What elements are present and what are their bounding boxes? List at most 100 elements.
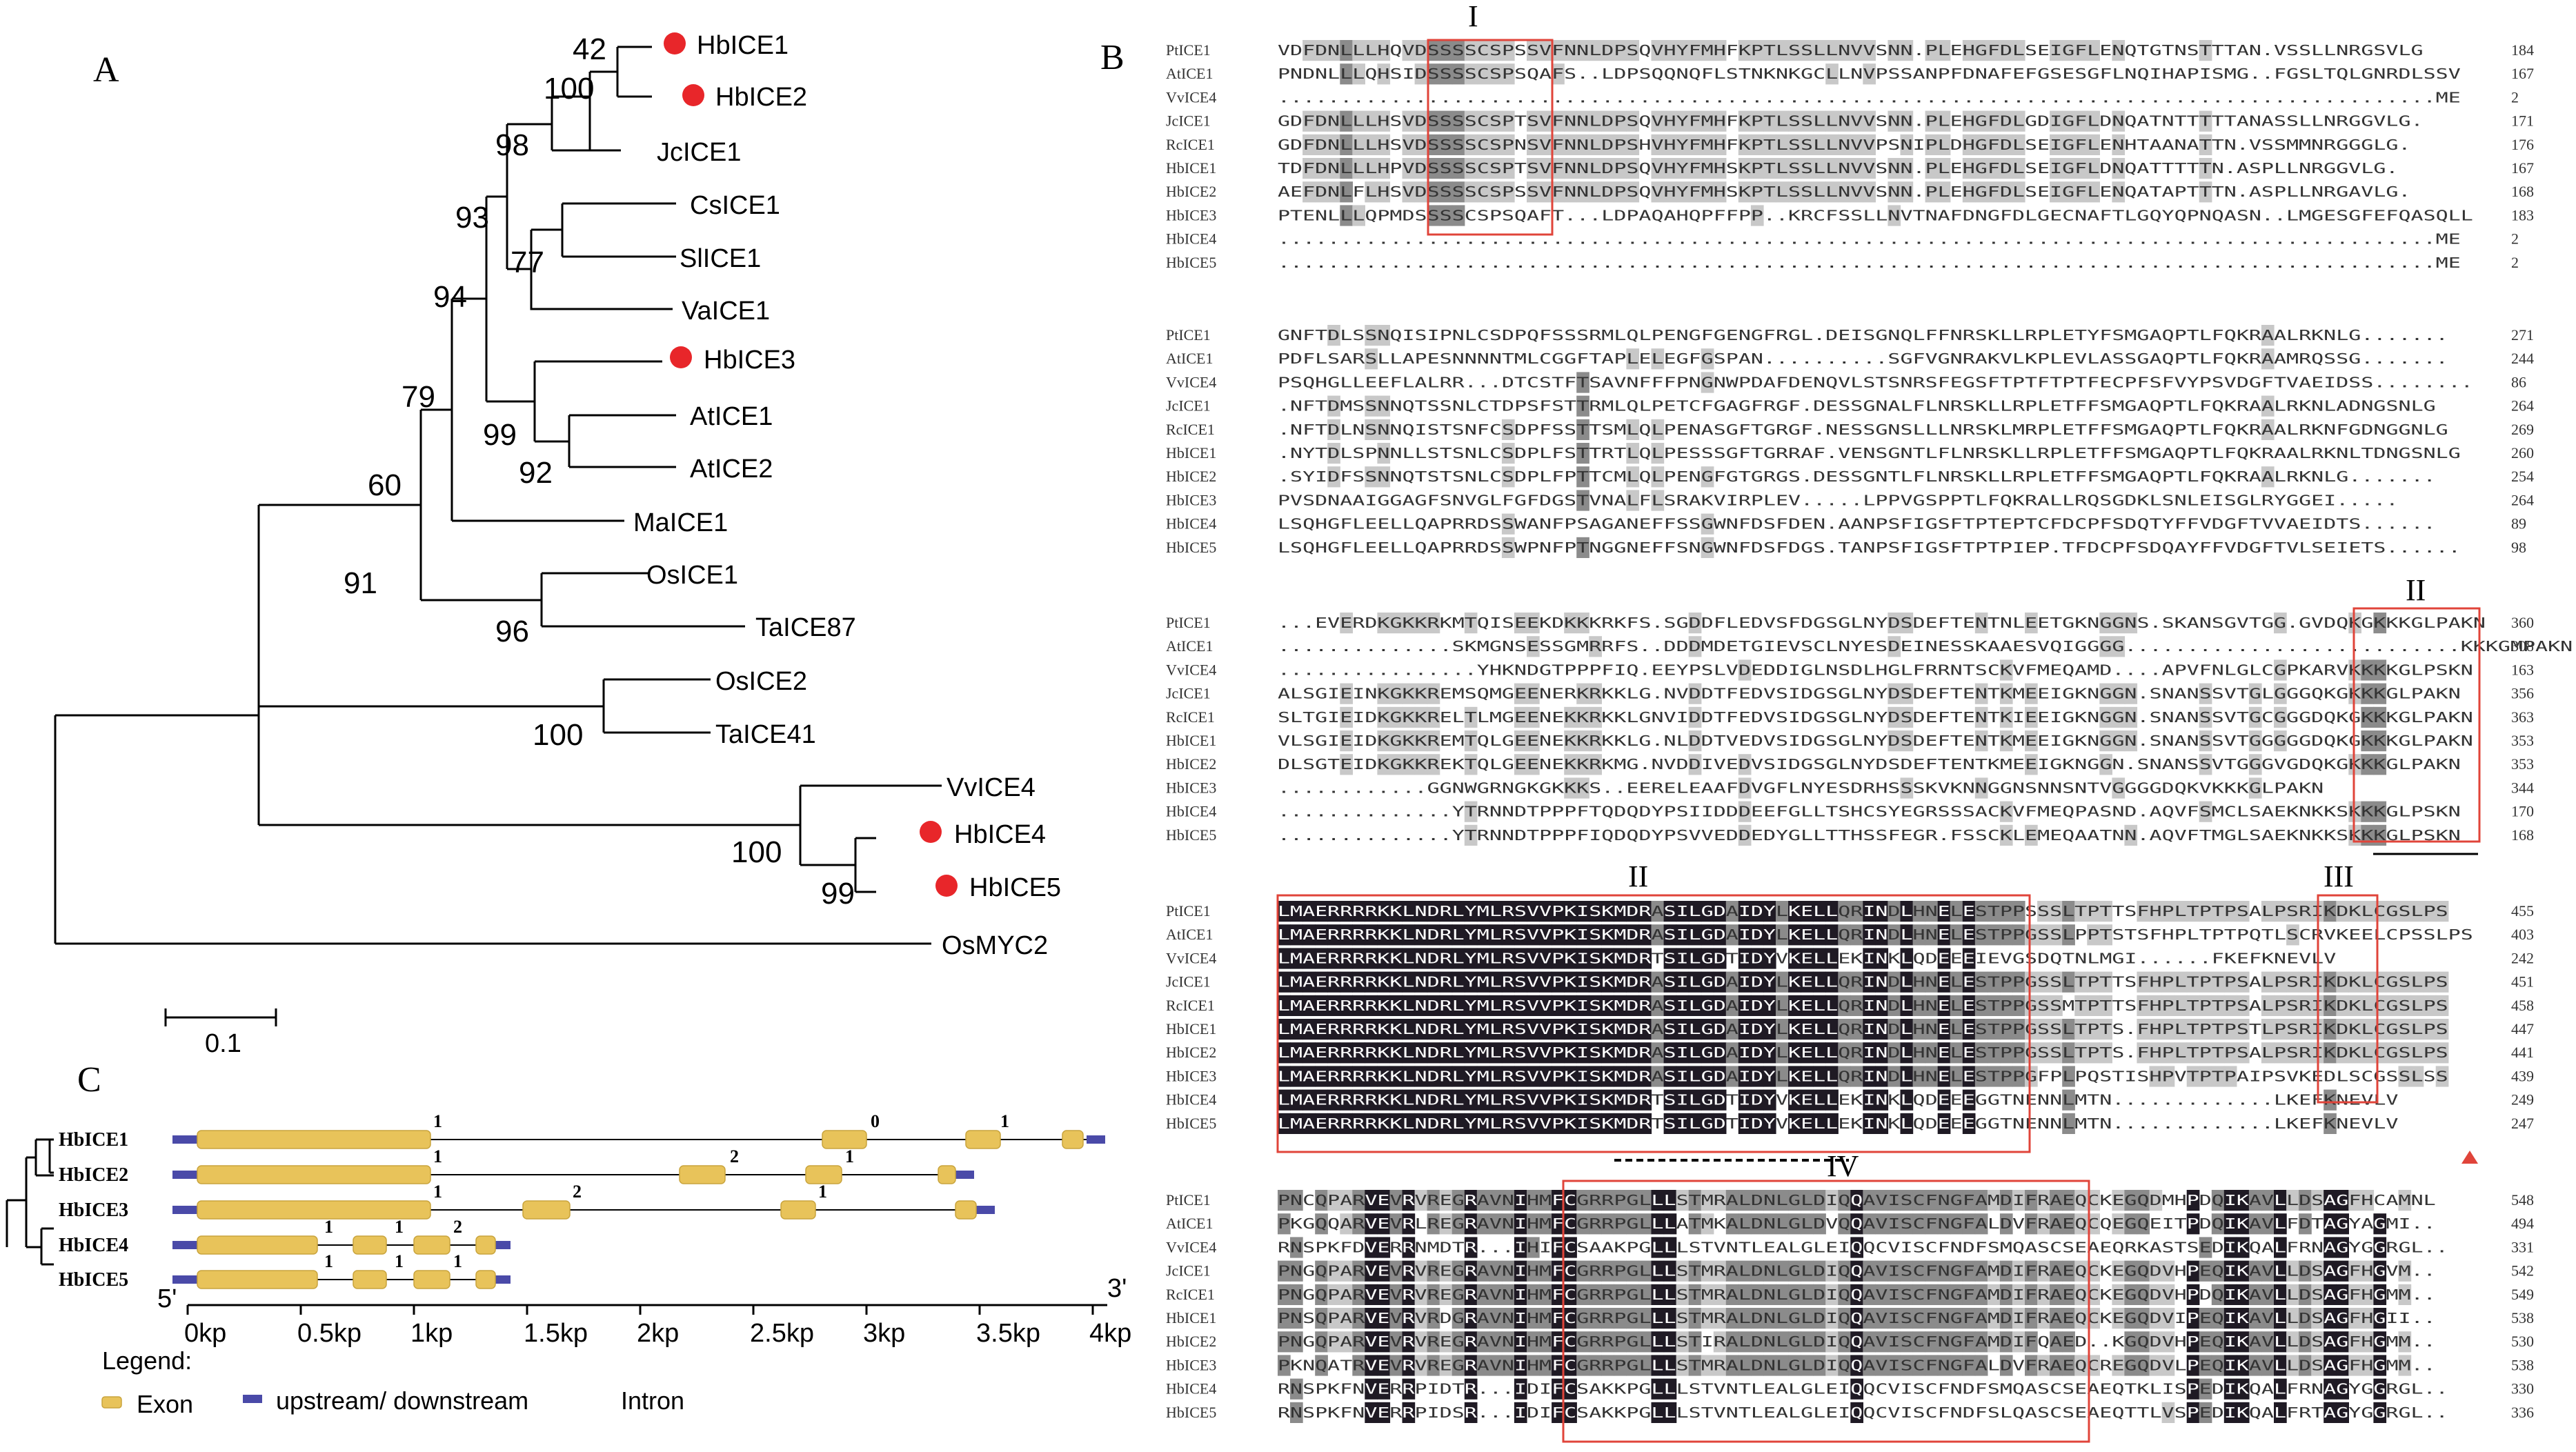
conservation-cell (1589, 40, 1602, 61)
conservation-cell (1676, 134, 1690, 155)
sequence-name: HbICE1 (1166, 1309, 1216, 1326)
bootstrap-value: 99 (483, 418, 517, 452)
taxon-label: SlICE1 (680, 244, 761, 273)
conservation-cell (1452, 63, 1465, 85)
conservation-cell (1838, 158, 1851, 179)
conservation-cell (1365, 40, 1378, 61)
position-number: 344 (2511, 779, 2534, 796)
conservation-cell (1352, 40, 1365, 61)
scale-bar-label: 0.1 (205, 1029, 241, 1058)
taxon-label: HbICE5 (969, 873, 1061, 902)
highlight-marker (670, 346, 692, 368)
exon-block (822, 1130, 867, 1149)
conservation-cell (1476, 110, 1490, 132)
sequence-name: HbICE3 (1166, 779, 1216, 796)
conservation-cell (1439, 134, 1453, 155)
conservation-cell (1713, 158, 1727, 179)
conservation-cell (1377, 63, 1391, 85)
taxon-label: OsICE1 (646, 561, 738, 590)
conservation-cell (1776, 40, 1789, 61)
scale-bar-line (164, 1008, 277, 1026)
conservation-cell (1788, 134, 1801, 155)
conservation-cell (1576, 181, 1589, 203)
conservation-cell (1315, 134, 1328, 155)
conservation-cell (1701, 40, 1714, 61)
conservation-cell (1402, 181, 1416, 203)
conservation-cell (1676, 158, 1690, 179)
gene-name: HbICE3 (59, 1200, 128, 1221)
conservation-cell (1552, 63, 1565, 85)
panel-a: A (54, 31, 1061, 1058)
conservation-cell (1439, 205, 1453, 226)
conservation-cell (1614, 40, 1627, 61)
conservation-cell (1614, 110, 1627, 132)
region-label-II: II (1628, 859, 1648, 893)
conservation-cell (1801, 110, 1814, 132)
conservation-cell (1763, 40, 1776, 61)
sequence-name: PtICE1 (1166, 614, 1211, 631)
position-number: 86 (2511, 373, 2526, 390)
conservation-cell (1365, 181, 1378, 203)
sequence-name: HbICE5 (1166, 254, 1216, 271)
conservation-cell (1738, 110, 1752, 132)
conservation-cell (1688, 134, 1702, 155)
conservation-cell (1576, 134, 1589, 155)
position-number: 530 (2511, 1333, 2534, 1350)
sequence-name: HbICE1 (1166, 1020, 1216, 1037)
position-number: 2 (2511, 254, 2519, 271)
intron-phase: 1 (433, 1182, 442, 1202)
sequence-name: HbICE2 (1166, 183, 1216, 200)
sequence-name: AtICE1 (1166, 1215, 1213, 1232)
conservation-cell (1402, 110, 1416, 132)
conservation-cell (1427, 205, 1440, 226)
conservation-cell (1564, 134, 1577, 155)
taxon-label: VvICE4 (947, 773, 1036, 802)
conservation-cell (1439, 181, 1453, 203)
region-label-III: III (2324, 859, 2354, 893)
sequence-name: AtICE1 (1166, 926, 1213, 943)
conservation-cell (1788, 110, 1801, 132)
exon-block (353, 1235, 387, 1255)
conservation-cell (1539, 40, 1552, 61)
bootstrap-value: 98 (495, 128, 529, 162)
taxon-label: AtICE1 (690, 402, 773, 431)
sequence-name: VvICE4 (1166, 373, 1216, 390)
conservation-cell (1688, 181, 1702, 203)
conservation-cell (1750, 181, 1764, 203)
legend-utr-label: upstream/ downstream (276, 1386, 528, 1415)
conservation-cell (1489, 134, 1503, 155)
sequence-row: ........................................… (1278, 89, 2461, 106)
tree-branch (54, 714, 931, 945)
conservation-cell (1501, 134, 1515, 155)
alignment: PtICE1 V D F D N L L L H Q V D S S S S C S P S S V F N N L D P S Q V H Y F… (1166, 40, 2573, 1423)
bootstrap-values: 42 100 98 93 77 94 79 99 92 60 91 96 100… (344, 32, 855, 911)
position-number: 538 (2511, 1309, 2534, 1326)
position-number: 356 (2511, 685, 2534, 702)
conservation-cell (1340, 158, 1353, 179)
sequence-name: HbICE2 (1166, 468, 1216, 485)
exon-block (938, 1165, 956, 1184)
conservation-cell (1750, 40, 1764, 61)
conservation-cell (1750, 205, 1764, 226)
sequence-name: VvICE4 (1166, 1238, 1216, 1255)
sequence-name: JcICE1 (1166, 1262, 1211, 1280)
utr-block (172, 1275, 197, 1284)
conservation-cell (1327, 181, 1340, 203)
taxon-label: HbICE2 (715, 83, 807, 112)
conservation-cell (1663, 110, 1677, 132)
taxon-labels: HbICE1 HbICE2 JcICE1 CsICE1 SlICE1 VaICE… (633, 31, 1061, 960)
sequence-name: AtICE1 (1166, 65, 1213, 82)
position-number: 439 (2511, 1067, 2534, 1084)
bootstrap-value: 100 (533, 718, 583, 752)
sequence-name: PtICE1 (1166, 326, 1211, 344)
conservation-cell (1838, 110, 1851, 132)
